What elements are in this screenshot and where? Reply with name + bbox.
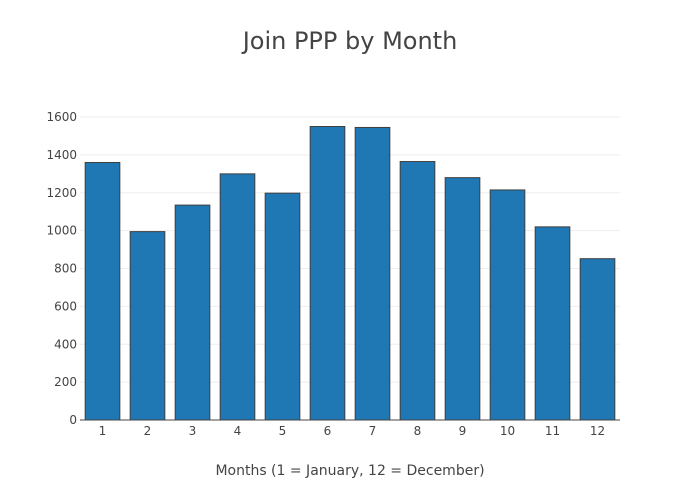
bar-month-10[interactable]	[489, 189, 526, 421]
y-tick-label: 1200	[46, 186, 77, 200]
x-tick-label: 5	[279, 424, 287, 438]
x-tick-label: 11	[545, 424, 560, 438]
y-tick-label: 1000	[46, 224, 77, 238]
x-tick-label: 2	[144, 424, 152, 438]
bar-month-6[interactable]	[309, 126, 346, 421]
x-axis-label: Months (1 = January, 12 = December)	[215, 463, 484, 479]
bar-month-4[interactable]	[219, 173, 256, 421]
x-tick-label: 4	[234, 424, 242, 438]
bar-month-7[interactable]	[354, 126, 391, 421]
x-tick-label: 6	[324, 424, 332, 438]
x-axis-ticks: 1 2 3 4 5 6 7 8 9 10 11 12	[99, 424, 605, 438]
x-tick-label: 10	[500, 424, 515, 438]
x-tick-label: 1	[99, 424, 107, 438]
x-tick-label: 8	[414, 424, 422, 438]
bar-month-2[interactable]	[129, 231, 166, 421]
bars	[84, 126, 616, 421]
bar-month-11[interactable]	[534, 226, 571, 421]
bar-month-12[interactable]	[579, 258, 616, 421]
x-tick-label: 3	[189, 424, 197, 438]
y-tick-label: 0	[69, 413, 77, 427]
bar-month-9[interactable]	[444, 177, 481, 421]
y-axis-ticks: 0 200 400 600 800 1000 1200 1400 1600	[46, 110, 77, 427]
y-tick-label: 800	[54, 262, 77, 276]
bar-month-8[interactable]	[399, 161, 436, 421]
grid-lines	[80, 116, 620, 383]
y-tick-label: 1600	[46, 110, 77, 124]
y-tick-label: 1400	[46, 148, 77, 162]
bar-month-5[interactable]	[264, 192, 301, 421]
x-tick-label: 7	[369, 424, 377, 438]
x-tick-label: 9	[459, 424, 467, 438]
bar-month-1[interactable]	[84, 161, 121, 421]
chart-title: Join PPP by Month	[241, 27, 458, 55]
y-tick-label: 600	[54, 299, 77, 313]
bar-month-3[interactable]	[174, 204, 211, 421]
y-tick-label: 200	[54, 375, 77, 389]
x-tick-label: 12	[590, 424, 605, 438]
y-tick-label: 400	[54, 337, 77, 351]
